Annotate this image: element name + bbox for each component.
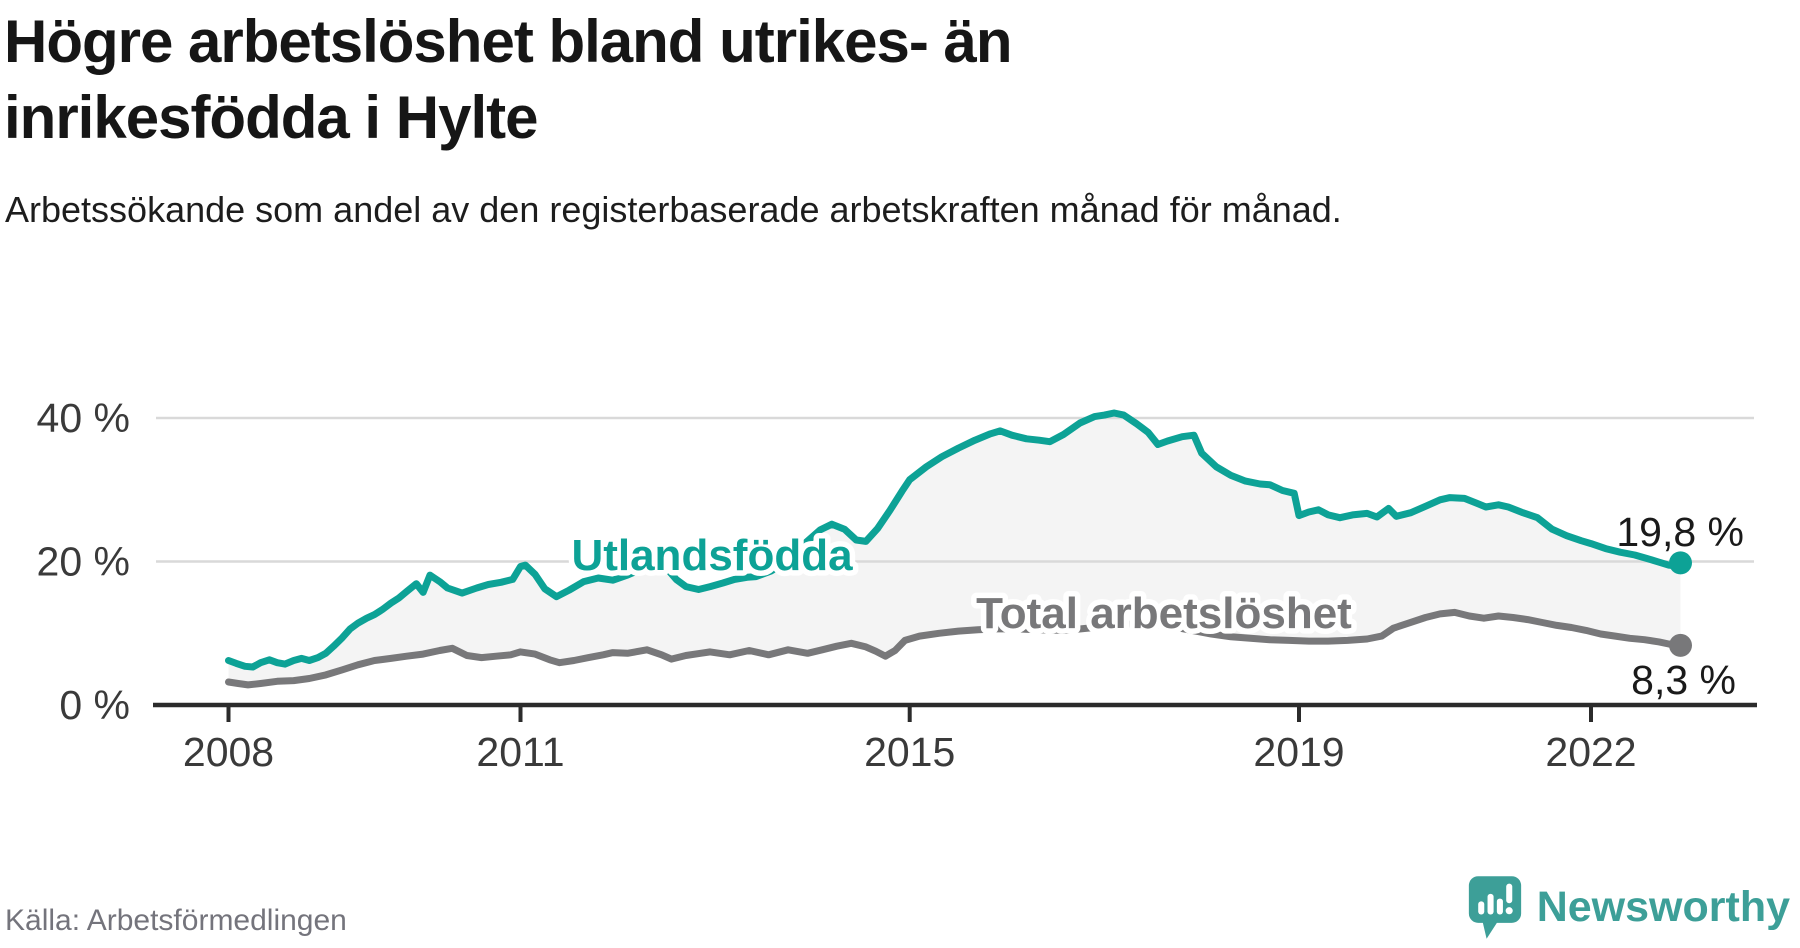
series-label-utlandsf-dda: Utlandsfödda [571,531,853,580]
series-line-total-arbetsl-shet [225,608,1684,689]
page-subtitle: Arbetssökande som andel av den registerb… [5,189,1342,230]
bar-icon-tall [1487,893,1494,915]
y-tick-label-20: 20 % [37,539,130,585]
exclamation-dot-icon [1505,907,1513,915]
x-tick-label-2008: 2008 [183,729,274,775]
newsworthy-wordmark: Newsworthy [1536,882,1790,931]
band-between-series [228,413,1681,685]
x-tick-label-2015: 2015 [864,729,955,775]
end-value-label-total-arbetsl-shet: 8,3 % [1631,657,1736,703]
source-note: Källa: Arbetsförmedlingen [5,904,347,937]
exclamation-icon [1505,883,1512,904]
y-tick-label-0: 0 % [59,682,130,728]
x-tick-label-2019: 2019 [1253,729,1344,775]
y-tick-label-40: 40 % [37,395,130,441]
page-title: Högre arbetslöshet bland utrikes- än inr… [4,8,1013,152]
series-label-total-arbetsl-shet: Total arbetslöshet [976,589,1352,638]
end-dot-total-arbetsl-shet [1669,633,1692,657]
newsworthy-logo: Newsworthy [1467,874,1790,940]
end-value-label-utlandsf-dda: 19,8 % [1616,509,1744,555]
series-line-utlandsf-dda [225,409,1684,671]
newsworthy-icon [1468,876,1521,939]
bar-icon-short [1477,901,1484,915]
bar-icon-medium [1496,898,1503,915]
x-tick-label-2022: 2022 [1545,729,1636,775]
end-dot-utlandsf-dda [1669,551,1692,575]
x-tick-label-2011: 2011 [476,729,564,775]
